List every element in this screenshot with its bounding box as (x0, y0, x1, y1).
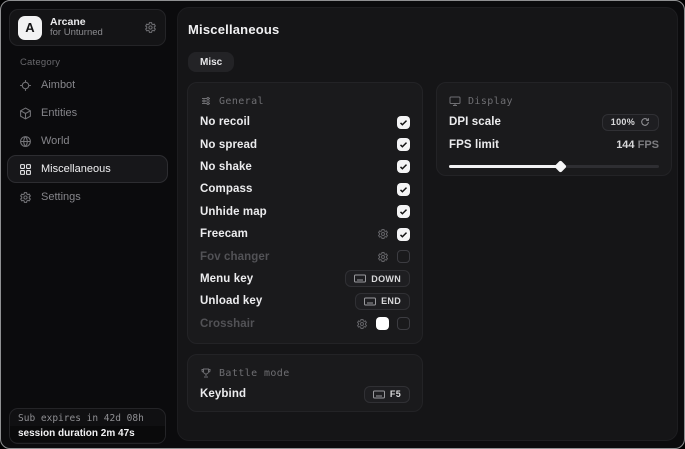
setting-row-fps-limit: FPS limit 144 FPS (449, 133, 659, 155)
trophy-icon (200, 367, 212, 379)
compass-checkbox[interactable] (397, 182, 410, 196)
no-shake-checkbox[interactable] (397, 160, 410, 174)
setting-row-crosshair: Crosshair (200, 313, 410, 335)
grid-icon (19, 163, 32, 176)
keybind-value: DOWN (371, 273, 401, 284)
gear-icon (19, 191, 32, 204)
keyboard-icon (364, 297, 377, 306)
dpi-value: 100% (610, 117, 635, 128)
keyboard-icon (354, 274, 367, 283)
fov-changer-checkbox[interactable] (397, 250, 410, 264)
category-label: Category (20, 57, 61, 68)
freecam-gear-icon[interactable] (377, 228, 389, 240)
unhide-map-checkbox[interactable] (397, 205, 410, 219)
crosshair-color-swatch[interactable] (376, 317, 389, 331)
setting-label: Fov changer (200, 250, 270, 263)
setting-label: Unhide map (200, 205, 267, 218)
fov-changer-gear-icon[interactable] (377, 251, 389, 263)
general-panel: General No recoil No spread No shake Com… (187, 82, 423, 344)
setting-label: No recoil (200, 116, 251, 129)
setting-label: Unload key (200, 295, 263, 308)
menu-keybind-button[interactable]: DOWN (345, 270, 410, 288)
crosshair-icon (19, 79, 32, 92)
sub-expiry-text: Sub expires in 42d 08h (18, 413, 144, 424)
sidebar-item-label: Entities (41, 107, 78, 119)
setting-label: Crosshair (200, 317, 255, 330)
no-spread-checkbox[interactable] (397, 138, 410, 152)
sidebar-item-settings[interactable]: Settings (7, 183, 168, 211)
sidebar-item-label: World (41, 135, 70, 147)
setting-label: Keybind (200, 388, 247, 401)
app-name: Arcane (50, 16, 86, 28)
battle-mode-panel: Battle mode Keybind F5 (187, 354, 423, 412)
sidebar-item-miscellaneous[interactable]: Miscellaneous (7, 155, 168, 183)
display-panel: Display DPI scale 100% FPS limit 144 FPS (436, 82, 672, 176)
category-nav: Aimbot Entities World Miscellaneous (7, 71, 168, 211)
setting-row-unload-key: Unload key END (200, 290, 410, 312)
setting-label: FPS limit (449, 138, 500, 151)
setting-row-battle-keybind: Keybind F5 (200, 383, 410, 405)
sidebar-item-label: Miscellaneous (41, 163, 111, 175)
setting-row-menu-key: Menu key DOWN (200, 268, 410, 290)
refresh-icon (640, 117, 650, 127)
tab-misc[interactable]: Misc (188, 52, 235, 72)
unload-keybind-button[interactable]: END (355, 292, 410, 310)
setting-row-no-spread: No spread (200, 133, 410, 155)
setting-label: No spread (200, 138, 258, 151)
main-content: Miscellaneous Misc General No recoil No … (177, 7, 678, 441)
globe-icon (19, 135, 32, 148)
setting-row-freecam: Freecam (200, 223, 410, 245)
keybind-value: END (381, 296, 401, 307)
fps-limit-slider[interactable] (449, 159, 659, 173)
sidebar-item-aimbot[interactable]: Aimbot (7, 71, 168, 99)
setting-row-no-shake: No shake (200, 156, 410, 178)
sidebar-item-label: Settings (41, 191, 81, 203)
setting-row-dpi-scale: DPI scale 100% (449, 111, 659, 133)
freecam-checkbox[interactable] (397, 227, 410, 241)
setting-row-no-recoil: No recoil (200, 111, 410, 133)
cube-icon (19, 106, 32, 120)
slider-fill (449, 164, 561, 168)
setting-row-compass: Compass (200, 178, 410, 200)
sidebar-item-label: Aimbot (41, 79, 76, 91)
setting-label: No shake (200, 160, 252, 173)
no-recoil-checkbox[interactable] (397, 115, 410, 129)
sidebar-item-entities[interactable]: Entities (7, 99, 168, 127)
app-subtitle: for Unturned (50, 27, 103, 39)
setting-label: Menu key (200, 272, 254, 285)
setting-label: Freecam (200, 228, 249, 241)
header-settings-icon[interactable] (144, 21, 157, 34)
crosshair-checkbox[interactable] (397, 317, 410, 331)
dpi-scale-button[interactable]: 100% (601, 113, 659, 131)
page-title: Miscellaneous (188, 22, 280, 37)
sliders-icon (200, 95, 212, 107)
monitor-icon (449, 95, 461, 107)
keyboard-icon (372, 390, 385, 399)
sidebar: A Arcane for Unturned Category Aimbot (1, 1, 174, 448)
app-logo: A (18, 15, 42, 40)
fps-value: 144 FPS (616, 138, 659, 151)
crosshair-gear-icon[interactable] (356, 318, 368, 330)
setting-row-fov-changer: Fov changer (200, 245, 410, 267)
panel-title: General (219, 95, 264, 107)
slider-thumb[interactable] (554, 159, 568, 173)
setting-label: Compass (200, 183, 253, 196)
setting-row-unhide-map: Unhide map (200, 201, 410, 223)
setting-label: DPI scale (449, 116, 502, 129)
session-duration-text: session duration 2m 47s (10, 426, 165, 442)
sidebar-item-world[interactable]: World (7, 127, 168, 155)
panel-title: Display (468, 95, 513, 107)
battle-keybind-button[interactable]: F5 (363, 385, 410, 403)
panel-title: Battle mode (219, 367, 290, 379)
keybind-value: F5 (389, 389, 401, 400)
app-header-card: A Arcane for Unturned (9, 9, 166, 46)
subscription-card: Sub expires in 42d 08h session duration … (9, 408, 166, 444)
